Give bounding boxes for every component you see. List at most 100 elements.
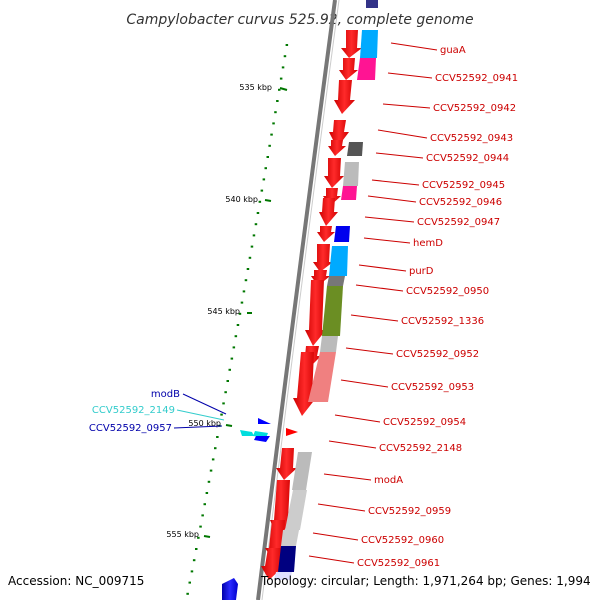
category-blocks (274, 0, 378, 580)
gene-leader (355, 284, 404, 292)
gene-leader (350, 314, 399, 322)
gene-leader (390, 42, 438, 51)
tick-arc (186, 44, 289, 595)
minor-tick (209, 469, 213, 472)
minor-tick (203, 503, 206, 506)
minor-tick (268, 144, 271, 147)
gene-label-0957[interactable]: CCV52592_0957 (89, 423, 172, 434)
category-block (334, 226, 350, 242)
genome-backbone (256, 0, 337, 600)
gene-label-modB[interactable]: modB (151, 389, 180, 400)
gene-leader (176, 409, 225, 421)
minor-tick (246, 268, 250, 270)
gene-arrow-modA[interactable] (276, 448, 297, 480)
gene-arrow-0957[interactable] (254, 436, 270, 442)
gene-leader (375, 152, 424, 159)
gene-label-0960[interactable]: CCV52592_0960 (361, 535, 444, 546)
gene-label-2148[interactable]: CCV52592_2148 (379, 443, 462, 454)
gene-label-0961[interactable]: CCV52592_0961 (357, 558, 440, 569)
gene-label-0954[interactable]: CCV52592_0954 (383, 417, 466, 428)
gene-label-0944[interactable]: CCV52592_0944 (426, 153, 509, 164)
category-block (366, 0, 378, 8)
gene-leader (334, 414, 381, 423)
minor-tick (222, 402, 225, 405)
genome-title: Campylobacter curvus 525.92, complete ge… (126, 12, 473, 28)
minor-tick (214, 447, 217, 450)
minor-tick (266, 156, 269, 158)
category-block (292, 452, 312, 490)
gene-arrow-purD[interactable] (313, 244, 333, 272)
gene-arrow-bottom[interactable] (222, 578, 238, 600)
ruler-tick-540 (264, 199, 272, 202)
minor-tick (236, 324, 240, 326)
minor-tick (197, 536, 200, 539)
gene-label-0950[interactable]: CCV52592_0950 (406, 286, 489, 297)
minor-tick (190, 570, 194, 573)
category-block (357, 58, 376, 80)
minor-tick (278, 88, 281, 91)
minor-tick (283, 55, 287, 58)
gene-leader (328, 440, 377, 449)
forward-genes (261, 30, 362, 580)
gene-leader (371, 179, 420, 186)
reverse-genes (222, 418, 271, 600)
category-block (341, 186, 357, 200)
gene-arrow-0942[interactable] (334, 80, 355, 114)
minor-tick (242, 290, 246, 293)
gene-leaders-left (173, 393, 227, 429)
gene-arrow-0941[interactable] (339, 58, 358, 80)
gene-label-modA[interactable]: modA (374, 475, 403, 486)
gene-label-0941[interactable]: CCV52592_0941 (435, 73, 518, 84)
gene-label-0959[interactable]: CCV52592_0959 (368, 506, 451, 517)
gene-label-2149[interactable]: CCV52592_2149 (92, 405, 175, 416)
minor-tick (272, 122, 275, 125)
gene-arrow-2148[interactable] (286, 428, 298, 436)
gene-arrow-2149[interactable] (240, 430, 254, 436)
category-block (322, 286, 343, 336)
minor-tick (230, 357, 234, 360)
ruler-label-540: 540 kbp (225, 195, 258, 204)
gene-label-0945[interactable]: CCV52592_0945 (422, 180, 505, 191)
ruler-label-535: 535 kbp (239, 83, 272, 92)
category-block (278, 546, 296, 572)
gene-label-0947[interactable]: CCV52592_0947 (417, 217, 500, 228)
minor-tick (201, 514, 204, 517)
gene-arrow-0947[interactable] (319, 198, 338, 226)
minor-tick (248, 256, 252, 259)
minor-tick (281, 66, 285, 69)
gene-arrow-0945[interactable] (324, 158, 344, 188)
gene-label-guaA[interactable]: guaA (440, 45, 466, 56)
gene-label-0953[interactable]: CCV52592_0953 (391, 382, 474, 393)
gene-label-0943[interactable]: CCV52592_0943 (430, 133, 513, 144)
accession-text: Accession: NC_009715 (8, 574, 145, 588)
category-block (320, 336, 338, 352)
category-block (274, 572, 292, 580)
genome-backbone-highlight (261, 0, 340, 600)
gene-arrow-modB[interactable] (258, 418, 271, 424)
ruler-label-555: 555 kbp (166, 530, 199, 539)
gene-leader (345, 347, 394, 355)
ruler-label-550: 550 kbp (188, 419, 221, 428)
minor-tick (205, 492, 209, 494)
topology-text: Topology: circular; Length: 1,971,264 bp… (261, 574, 591, 588)
minor-tick (279, 77, 283, 80)
gene-arrow-guaA[interactable] (341, 30, 362, 58)
gene-arrow-0961[interactable] (261, 548, 284, 580)
gene-label-1336[interactable]: CCV52592_1336 (401, 316, 484, 327)
gene-label-0946[interactable]: CCV52592_0946 (419, 197, 502, 208)
minor-tick (244, 279, 248, 282)
gene-arrow-hemD[interactable] (317, 226, 335, 242)
gene-label-0942[interactable]: CCV52592_0942 (433, 103, 516, 114)
minor-tick (234, 335, 238, 338)
minor-tick (188, 581, 191, 584)
minor-tick (270, 133, 273, 136)
category-block (329, 246, 348, 276)
gene-arrow-1336[interactable] (305, 280, 326, 346)
gene-arrow-0944[interactable] (328, 140, 346, 156)
category-block (360, 30, 378, 58)
minor-tick (262, 178, 266, 181)
gene-label-0952[interactable]: CCV52592_0952 (396, 349, 479, 360)
gene-label-hemD[interactable]: hemD (413, 238, 443, 249)
gene-label-purD[interactable]: purD (409, 266, 434, 277)
category-block (308, 352, 336, 402)
